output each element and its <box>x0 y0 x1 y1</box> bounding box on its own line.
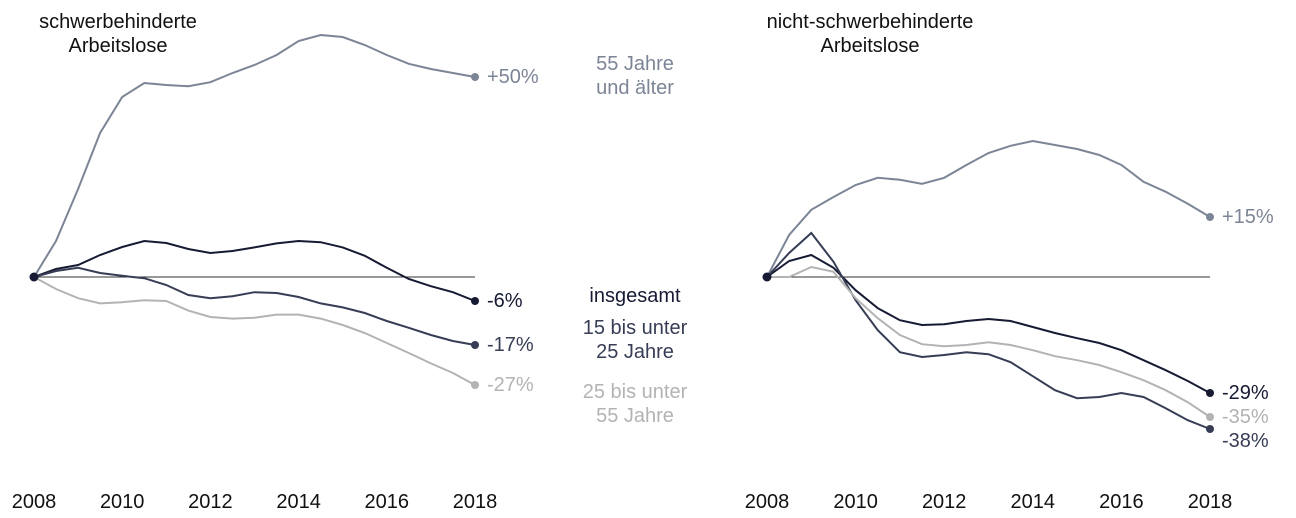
x-tick-label: 2016 <box>364 491 410 513</box>
x-tick-label: 2012 <box>188 491 233 513</box>
start-dot <box>762 272 772 282</box>
x-tick-label: 2010 <box>99 491 145 513</box>
x-tick-label: 2010 <box>833 491 878 513</box>
x-tick-label: 2014 <box>276 491 321 513</box>
value-label: -38% <box>1222 430 1269 452</box>
value-label: -29% <box>1222 382 1269 404</box>
value-label: -6% <box>487 290 523 312</box>
x-tick-label: 2018 <box>452 491 498 513</box>
x-tick-label: 2012 <box>921 491 967 513</box>
line <box>33 239 476 302</box>
legend-entry: 15 bis unter 25 Jahre <box>582 317 688 363</box>
x-tick-label: 2008 <box>744 491 790 513</box>
line <box>33 276 476 386</box>
end-dot <box>471 73 479 81</box>
value-label: +50% <box>487 66 539 88</box>
end-dot <box>471 381 479 389</box>
line <box>766 231 1211 430</box>
x-tick-label: 2008 <box>11 491 57 513</box>
end-dot <box>1206 213 1214 221</box>
end-dot <box>1206 413 1214 421</box>
line <box>33 266 476 346</box>
legend-entry: 25 bis unter 55 Jahre <box>582 381 688 427</box>
start-dot <box>29 272 39 282</box>
line <box>33 33 476 278</box>
line <box>767 265 1211 418</box>
end-dot <box>471 297 479 305</box>
end-dot <box>471 341 479 349</box>
value-label: -35% <box>1222 406 1269 428</box>
x-tick-label: 2018 <box>1187 491 1233 513</box>
x-tick-label: 2016 <box>1099 491 1144 513</box>
end-dot <box>1206 425 1214 433</box>
x-tick-label: 2014 <box>1010 491 1056 513</box>
value-label: -17% <box>487 334 534 356</box>
end-dot <box>1206 389 1214 397</box>
legend-entry: insgesamt <box>589 285 681 307</box>
value-label: +15% <box>1222 206 1274 228</box>
legend-entry: 55 Jahre und älter <box>596 53 674 99</box>
chart-title: schwerbehinderte Arbeitslose <box>39 11 197 57</box>
chart-title: nicht-schwerbehinderte Arbeitslose <box>766 11 974 57</box>
line <box>766 139 1211 278</box>
value-label: -27% <box>487 374 534 396</box>
line <box>766 253 1211 394</box>
